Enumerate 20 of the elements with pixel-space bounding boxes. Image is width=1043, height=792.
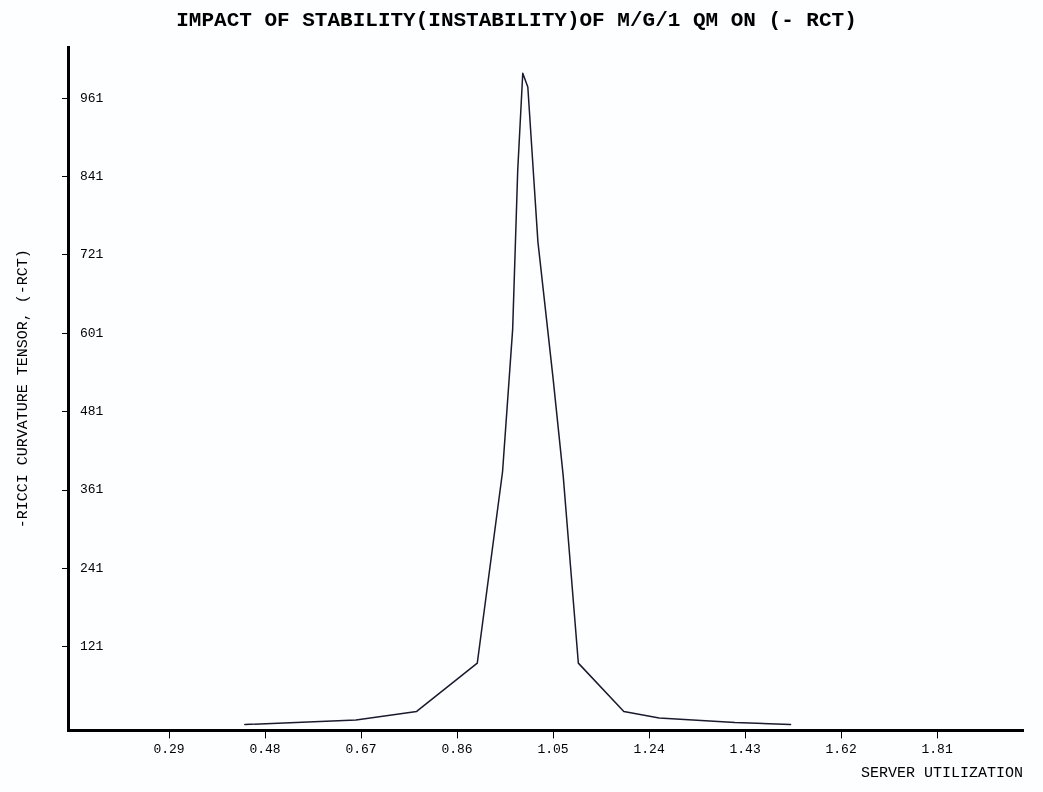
x-tick-label: 0.48 [249,741,281,757]
y-tick-label: 601 [80,325,104,341]
x-tick-label: 1.81 [921,741,953,757]
y-tick-label: 961 [80,90,104,106]
x-tick-label: 1.05 [537,741,569,757]
y-tick-label: 481 [80,404,104,420]
y-tick-label: 841 [80,168,104,184]
x-tick-label: 1.62 [825,741,857,757]
x-axis-title: SERVER UTILIZATION [860,764,1023,782]
y-axis-title: -RICCI CURVATURE TENSOR, (-RCT) [14,249,32,529]
y-tick-label: 241 [80,560,104,576]
x-tick-label: 0.67 [345,741,377,757]
x-tick-label: 1.43 [729,741,761,757]
chart-title: IMPACT OF STABILITY(INSTABILITY)OF M/G/1 QM ON (- RCT) [176,8,857,32]
y-tick-label: 361 [80,482,104,498]
x-tick-label: 1.24 [633,741,665,757]
y-tick-label: 721 [80,247,104,263]
x-tick-label: 0.86 [441,741,473,757]
x-tick-label: 0.29 [153,741,185,757]
y-tick-label: 121 [80,639,104,655]
